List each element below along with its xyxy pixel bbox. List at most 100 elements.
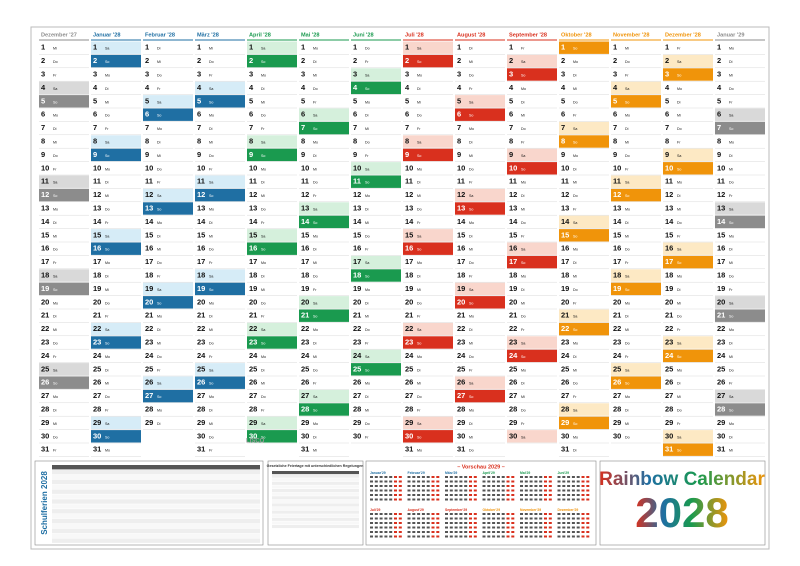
day-number: 19 — [353, 284, 361, 293]
preview-day — [501, 489, 505, 492]
weekend-cell — [507, 242, 557, 255]
weekday: Mo — [625, 114, 630, 118]
preview-day — [529, 485, 533, 487]
weekend-cell — [715, 296, 765, 309]
preview-day — [469, 531, 472, 533]
preview-day — [492, 535, 496, 538]
weekend-cell — [247, 229, 297, 242]
weekday: Fr — [677, 140, 681, 144]
day-number: 1 — [405, 43, 409, 52]
weekday: Mi — [365, 408, 369, 412]
weekday: Fr — [677, 328, 681, 332]
preview-day — [487, 498, 491, 501]
preview-day — [520, 526, 523, 529]
weekend-cell — [91, 54, 141, 68]
preview-day — [431, 489, 435, 492]
weekday: Mo — [209, 114, 214, 118]
weekday: Di — [625, 221, 629, 225]
weekday: Di — [573, 261, 577, 265]
weekday: Do — [261, 114, 266, 118]
weekday: Mo — [313, 328, 318, 332]
weekend-cell — [299, 121, 349, 135]
preview-day — [445, 498, 448, 501]
preview-day — [394, 498, 397, 501]
preview-day — [431, 526, 435, 529]
preview-day — [586, 535, 590, 538]
day-number: 28 — [561, 404, 569, 413]
day-number: 1 — [613, 43, 617, 52]
day-number: 4 — [249, 83, 254, 92]
preview-day — [562, 522, 566, 524]
preview-day — [557, 517, 561, 520]
preview-day — [571, 535, 575, 538]
preview-day — [567, 522, 571, 524]
day-number: 4 — [561, 83, 566, 92]
day-number: 24 — [145, 351, 154, 360]
weekday: Fr — [573, 207, 577, 211]
weekday: Sa — [417, 422, 421, 426]
preview-day — [464, 476, 468, 478]
preview-day — [374, 517, 378, 520]
day-number: 15 — [561, 230, 569, 239]
preview-day — [473, 513, 477, 515]
day-number: 3 — [249, 69, 253, 78]
day-number: 30 — [353, 431, 361, 440]
weekday: Mo — [625, 207, 630, 211]
preview-day — [482, 498, 486, 501]
weekday: Mo — [209, 301, 214, 305]
weekday: Mo — [573, 248, 578, 252]
weekday: Do — [157, 261, 162, 265]
preview-day — [487, 517, 491, 520]
preview-day — [586, 498, 590, 501]
preview-day — [529, 494, 533, 496]
weekday: Mo — [53, 114, 58, 118]
weekend-cell — [715, 108, 765, 121]
month-header: November '28 — [613, 32, 649, 38]
day-number: 9 — [93, 150, 97, 159]
weekday: Di — [573, 167, 577, 171]
weekday: Mi — [53, 234, 57, 238]
day-number: 4 — [353, 83, 358, 92]
preview-day — [534, 526, 538, 529]
preview-day — [469, 535, 472, 538]
preview-day — [501, 485, 505, 487]
weekday: Mo — [209, 207, 214, 211]
preview-month: Dezember'29 — [558, 508, 579, 512]
day-number: 30 — [249, 431, 257, 440]
preview-day — [379, 494, 383, 496]
table-row — [52, 469, 260, 475]
day-number: 26 — [301, 378, 309, 387]
weekday: Sa — [469, 100, 473, 104]
preview-day — [529, 526, 533, 529]
day-number: 16 — [717, 244, 725, 253]
weekday: Mi — [417, 194, 421, 198]
day-number: 1 — [717, 43, 721, 52]
day-number: 16 — [93, 244, 101, 253]
weekend-cell — [247, 41, 297, 54]
day-number: 4 — [665, 83, 670, 92]
weekend-cell — [91, 135, 141, 148]
day-number: 6 — [93, 110, 97, 119]
weekday: Fr — [209, 355, 213, 359]
day-number: 10 — [41, 163, 49, 172]
weekday: Mi — [417, 288, 421, 292]
weekday: So — [625, 100, 629, 104]
day-number: 12 — [301, 190, 309, 199]
weekday: Di — [417, 368, 421, 372]
day-number: 17 — [509, 257, 517, 266]
preview-day — [417, 531, 421, 533]
weekend-cell — [143, 389, 193, 403]
day-number: 8 — [405, 136, 409, 145]
preview-day — [529, 517, 533, 520]
preview-day — [389, 535, 393, 538]
day-number: 17 — [717, 257, 725, 266]
day-number: 15 — [301, 230, 309, 239]
day-number: 7 — [145, 123, 149, 132]
weekday: So — [521, 355, 525, 359]
weekend-cell — [143, 376, 193, 389]
day-number: 22 — [405, 324, 413, 333]
weekday: Mi — [157, 154, 161, 158]
day-number: 3 — [197, 69, 201, 78]
preview-day — [394, 480, 397, 483]
weekend-cell — [195, 363, 245, 376]
